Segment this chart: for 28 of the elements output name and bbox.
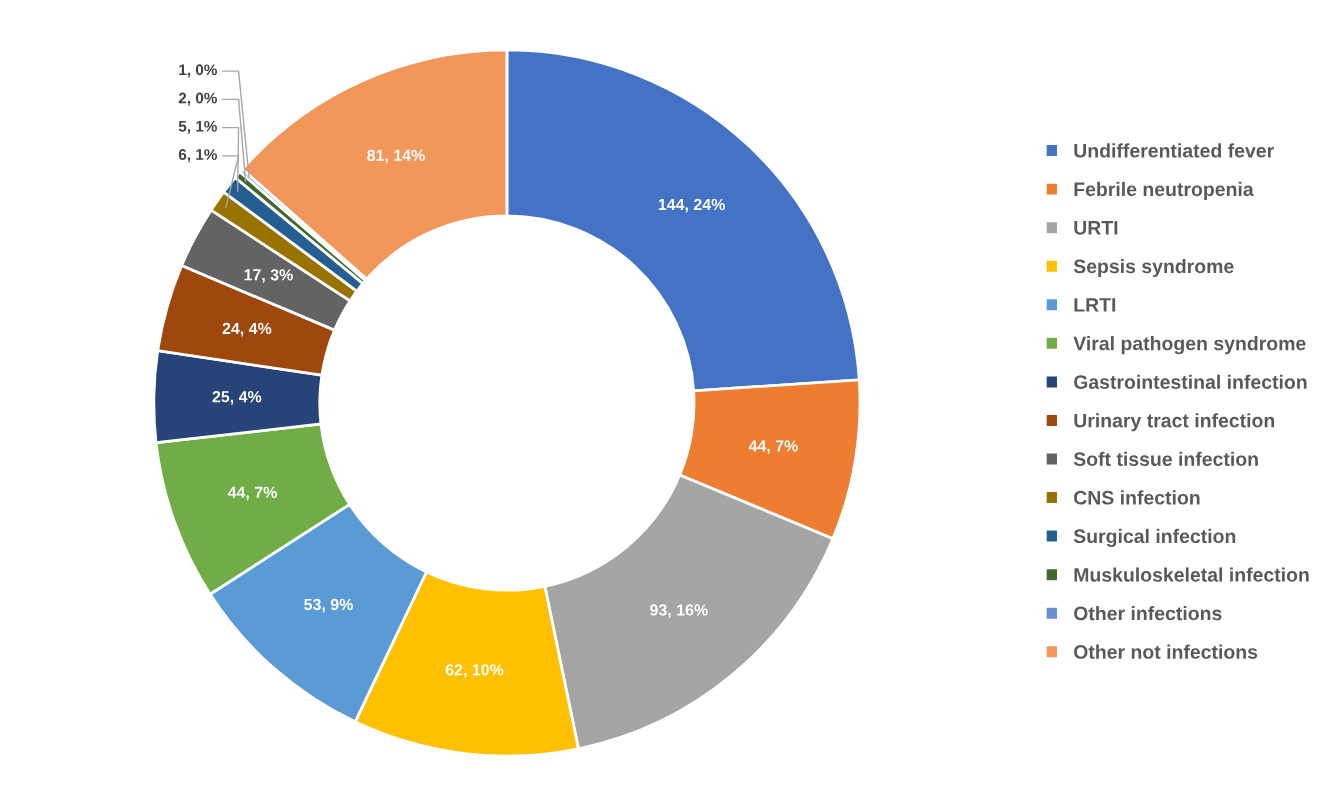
data-label: 1, 0% (179, 64, 217, 78)
legend-label: Muskuloskeletal infection (1074, 567, 1309, 582)
legend-label: Soft tissue infection (1073, 451, 1258, 467)
legend-label: LRTI (1074, 298, 1116, 312)
data-label: 81, 14% (367, 149, 425, 164)
legend-label: Viral pathogen syndrome (1073, 336, 1306, 355)
data-label: 44, 7% (748, 440, 798, 454)
data-label: 24, 4% (222, 322, 272, 337)
legend-label: Urinary tract infection (1074, 413, 1275, 432)
legend-label: CNS infection (1074, 490, 1200, 505)
data-label: 93, 16% (650, 604, 708, 618)
data-label: 17, 3% (244, 269, 293, 283)
data-label: 5, 1% (178, 120, 217, 134)
data-label: 6, 1% (178, 149, 217, 163)
legend-label: Febrile neutropenia (1074, 181, 1254, 200)
legend-label: Undifferentiated fever (1074, 143, 1274, 158)
data-label: 144, 24% (658, 198, 725, 213)
legend-label: URTI (1074, 221, 1118, 235)
legend-label: Other not infections (1074, 644, 1258, 659)
data-label: 62, 10% (445, 664, 504, 678)
legend-label: Gastrointestinal infection (1074, 374, 1307, 389)
legend-label: Surgical infection (1073, 528, 1236, 548)
legend-label: Sepsis syndrome (1073, 258, 1234, 278)
data-label: 53, 9% (304, 598, 353, 613)
data-label: 44, 7% (227, 486, 277, 501)
legend-label: Other infections (1074, 606, 1222, 621)
data-label: 2, 0% (178, 92, 217, 106)
data-label: 25, 4% (212, 391, 262, 405)
